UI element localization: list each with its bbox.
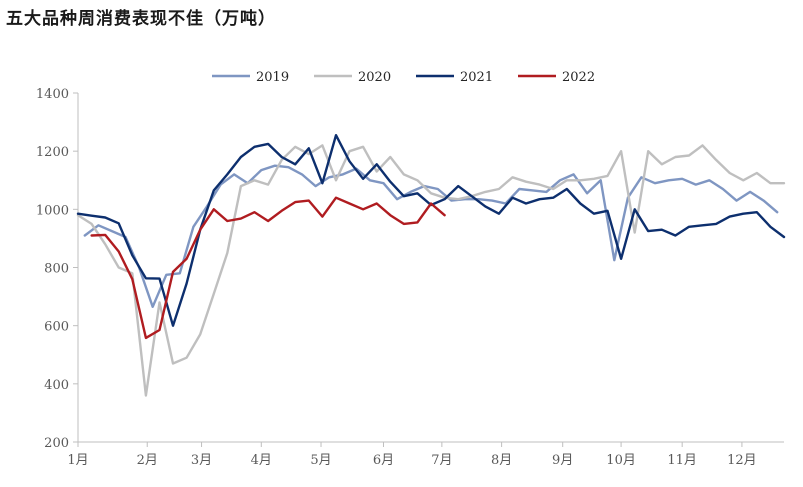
x-tick-label: 9月 <box>552 453 573 468</box>
y-tick-label: 600 <box>44 320 69 335</box>
x-tick-label: 7月 <box>431 453 452 468</box>
x-tick-label: 12月 <box>727 453 757 468</box>
x-tick-label: 3月 <box>191 453 212 468</box>
y-tick-label: 800 <box>44 262 69 277</box>
series-layer <box>76 133 786 397</box>
series-line-2021 <box>76 133 786 327</box>
y-tick-label: 1400 <box>36 87 69 102</box>
legend-label-2019: 2019 <box>256 70 289 85</box>
legend: 2019 2020 2021 2022 <box>212 70 595 85</box>
x-tick-label: 8月 <box>491 453 512 468</box>
y-tick-label: 400 <box>44 378 69 393</box>
x-tick-label: 10月 <box>606 453 636 468</box>
legend-label-2022: 2022 <box>562 70 595 85</box>
legend-label-2020: 2020 <box>358 70 391 85</box>
y-tick-label: 200 <box>44 436 69 451</box>
x-tick-label: 11月 <box>667 453 697 468</box>
series-line-2022 <box>90 196 446 340</box>
x-tick-label: 5月 <box>310 453 331 468</box>
x-tick-label: 4月 <box>251 453 272 468</box>
axes: 200 400 600 800 1000 1200 1400 1月 2月 3月 4月 5月 6月 7月 8月… <box>36 87 784 468</box>
y-tick-label: 1000 <box>36 203 69 218</box>
x-tick-label: 1月 <box>67 453 88 468</box>
chart-title: 五大品种周消费表现不佳（万吨） <box>6 9 276 29</box>
y-tick-label: 1200 <box>36 145 69 160</box>
x-tick-label: 2月 <box>137 453 158 468</box>
x-tick-label: 6月 <box>373 453 394 468</box>
series-line-2019 <box>83 164 779 308</box>
series-line-2020 <box>76 144 786 397</box>
legend-label-2021: 2021 <box>460 70 493 85</box>
